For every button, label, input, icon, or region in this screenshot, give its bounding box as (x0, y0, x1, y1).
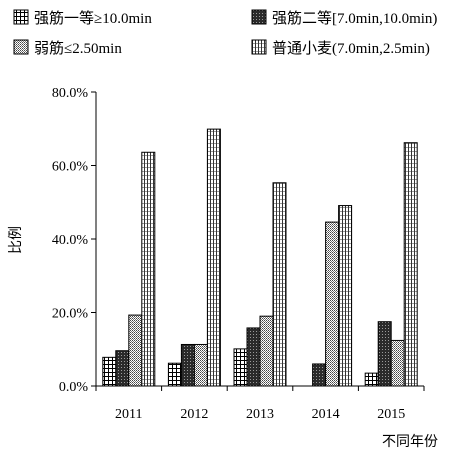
bar-2014-series-4 (338, 205, 353, 387)
bar-2011-series-3 (128, 314, 143, 387)
axis-labels: 比例 不同年份 (8, 226, 438, 450)
legend-swatch-4 (251, 39, 267, 55)
x-tick-label: 2011 (115, 407, 142, 422)
bar-2013-series-2 (246, 327, 261, 387)
bar-2015-series-1 (364, 372, 379, 387)
bars (102, 128, 418, 387)
legend-swatch-3 (13, 39, 29, 55)
bar-2015-series-2 (377, 321, 392, 387)
bar-2014-series-3 (325, 221, 340, 387)
y-tick-label: 20.0% (52, 307, 89, 322)
legend-swatch-1 (13, 9, 29, 25)
bar-2013-series-4 (272, 182, 287, 387)
bar-2011-series-4 (141, 151, 156, 387)
axes: 0.0% 20.0% 40.0% 60.0% 80.0% 2011 2012 2013 2014… (52, 86, 425, 422)
bar-2011-series-1 (102, 356, 117, 387)
bar-2012-series-2 (180, 343, 195, 387)
bar-2013-series-1 (233, 348, 248, 387)
bar-2014-series-2 (312, 363, 327, 387)
y-axis-title: 比例 (8, 226, 24, 254)
x-tick-label: 2012 (180, 407, 208, 422)
bar-2012-series-1 (167, 362, 182, 387)
x-axis-title: 不同年份 (382, 434, 438, 450)
bar-2012-series-3 (193, 343, 208, 387)
bar-2015-series-3 (390, 339, 405, 387)
x-tick-label: 2015 (377, 407, 405, 422)
legend: 强筋一等≥10.0min 强筋二等[7.0min,10.0min) 弱筋≤2.50m… (13, 9, 437, 57)
bar-2012-series-4 (206, 128, 221, 387)
bar-2015-series-4 (403, 142, 418, 387)
x-tick-label: 2013 (246, 407, 274, 422)
x-tick-label: 2014 (312, 407, 340, 422)
legend-label-2: 强筋二等[7.0min,10.0min) (272, 9, 437, 27)
legend-label-3: 弱筋≤2.50min (34, 40, 122, 57)
y-tick-label: 80.0% (52, 86, 89, 101)
bar-2011-series-2 (115, 350, 130, 387)
legend-label-4: 普通小麦(7.0min,2.5min) (272, 40, 430, 57)
y-tick-label: 40.0% (52, 233, 89, 248)
legend-label-1: 强筋一等≥10.0min (34, 9, 152, 27)
y-tick-label: 0.0% (59, 380, 89, 395)
bar-2013-series-3 (259, 315, 274, 387)
legend-swatch-2 (251, 9, 267, 25)
y-tick-label: 60.0% (52, 160, 89, 175)
